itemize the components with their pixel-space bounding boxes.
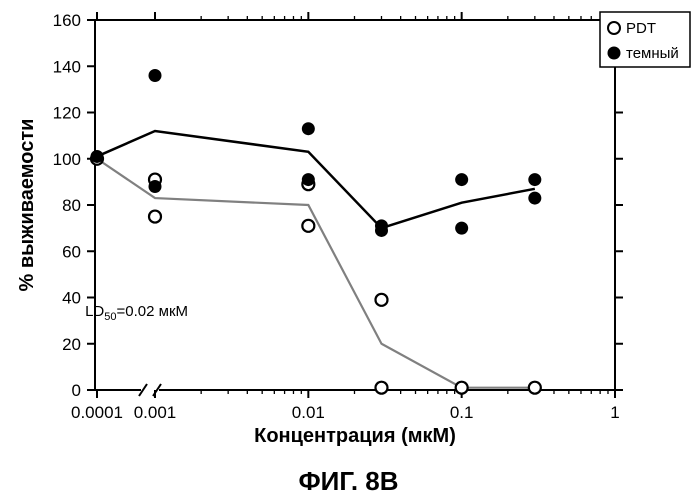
- marker-dark: [528, 173, 541, 186]
- legend-marker: [608, 47, 621, 60]
- y-tick-label: 160: [53, 11, 81, 30]
- marker-pdt: [375, 294, 387, 306]
- marker-pdt: [302, 220, 314, 232]
- marker-dark: [375, 224, 388, 237]
- marker-dark: [91, 150, 104, 163]
- y-tick-label: 80: [62, 196, 81, 215]
- figure-caption: ФИГ. 8B: [298, 466, 398, 496]
- x-tick-label: 0.1: [450, 403, 474, 422]
- y-tick-label: 100: [53, 150, 81, 169]
- x-tick-label: 0.0001: [71, 403, 123, 422]
- marker-dark: [149, 180, 162, 193]
- marker-dark: [149, 69, 162, 82]
- y-tick-label: 20: [62, 335, 81, 354]
- marker-pdt: [375, 382, 387, 394]
- y-tick-label: 120: [53, 104, 81, 123]
- marker-pdt: [456, 382, 468, 394]
- y-tick-label: 0: [72, 381, 81, 400]
- chart-svg: 0 20 40 60 80 100 120 140 160 0.0001 0.001 0.01 0.1 1…: [0, 0, 697, 500]
- y-tick-label: 140: [53, 57, 81, 76]
- marker-dark: [455, 222, 468, 235]
- marker-dark: [455, 173, 468, 186]
- marker-pdt: [149, 211, 161, 223]
- x-axis-label: Концентрация (мкМ): [254, 425, 456, 447]
- marker-dark: [302, 122, 315, 135]
- y-tick-label: 60: [62, 242, 81, 261]
- legend-label: PDT: [626, 20, 656, 37]
- marker-pdt: [529, 382, 541, 394]
- x-tick-label: 1: [610, 403, 619, 422]
- marker-dark: [302, 173, 315, 186]
- x-tick-label: 0.01: [292, 403, 325, 422]
- legend-label: темный: [626, 45, 679, 62]
- x-tick-label: 0.001: [134, 403, 177, 422]
- figure-root: 0 20 40 60 80 100 120 140 160 0.0001 0.001 0.01 0.1 1…: [0, 0, 697, 500]
- y-axis-label: % выживаемости: [16, 119, 38, 292]
- y-tick-label: 40: [62, 289, 81, 308]
- legend-marker: [608, 22, 620, 34]
- marker-dark: [528, 192, 541, 205]
